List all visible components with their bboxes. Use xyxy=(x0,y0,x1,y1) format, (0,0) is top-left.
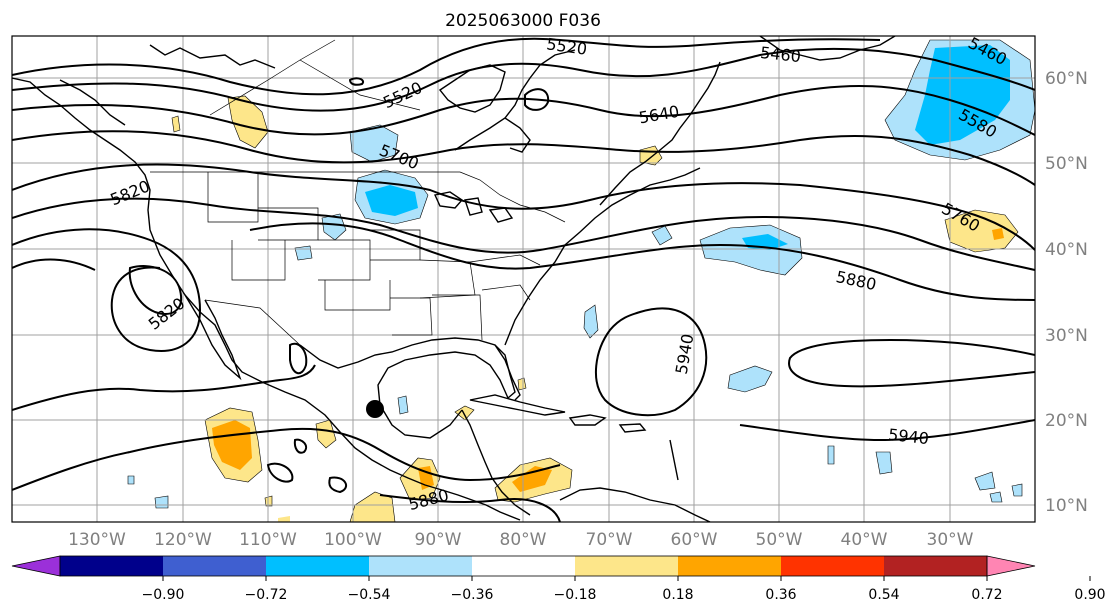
lon-label: 100°W xyxy=(324,530,382,550)
contour-label: 5460 xyxy=(759,43,801,66)
lon-label: 50°W xyxy=(756,530,803,550)
lat-label: 10°N xyxy=(1045,496,1088,516)
colorbar-segment xyxy=(266,556,370,576)
lat-label: 20°N xyxy=(1045,411,1088,431)
colorbar-tick-label: 0.36 xyxy=(765,587,796,603)
height-contours xyxy=(12,37,1035,522)
colorbar-segment xyxy=(781,556,885,576)
colorbar-segment xyxy=(575,556,679,576)
colorbar-segment xyxy=(472,556,576,576)
map-title: 2025063000 F036 xyxy=(445,11,601,31)
colorbar-tick-label: 0.18 xyxy=(662,587,693,603)
colorbar-segment xyxy=(884,556,988,576)
colorbar-tick-label: −0.36 xyxy=(451,587,494,603)
colorbar-tick-label: 0.90 xyxy=(1074,587,1105,603)
colorbar-tick-label: −0.54 xyxy=(348,587,391,603)
colorbar-segment xyxy=(163,556,267,576)
lat-label: 60°N xyxy=(1045,69,1088,89)
colorbar-frame xyxy=(59,555,988,577)
graticule xyxy=(12,36,1035,522)
lat-label: 40°N xyxy=(1045,240,1088,260)
lat-label: 50°N xyxy=(1045,154,1088,174)
latitude-labels: 60°N 50°N 40°N 30°N 20°N 10°N xyxy=(1045,69,1088,516)
colorbar: −0.90 −0.72 −0.54 −0.36 −0.18 0.18 0.36 0.54 0.7… xyxy=(11,555,1105,603)
lat-label: 30°N xyxy=(1045,326,1088,346)
colorbar-extend-high xyxy=(986,555,1036,577)
lon-label: 30°W xyxy=(927,530,974,550)
longitude-labels: 130°W 120°W 110°W 100°W 90°W 80°W 70°W 6… xyxy=(68,530,974,550)
lon-label: 90°W xyxy=(415,530,462,550)
lon-label: 110°W xyxy=(239,530,297,550)
colorbar-tick-label: 0.54 xyxy=(868,587,899,603)
colorbar-segment xyxy=(369,556,473,576)
colorbar-tick-label: −0.18 xyxy=(554,587,597,603)
lon-label: 40°W xyxy=(841,530,888,550)
lon-label: 120°W xyxy=(154,530,212,550)
colorbar-tick-label: 0.72 xyxy=(971,587,1002,603)
black-dot-marker xyxy=(366,400,384,418)
colorbar-tick-label: −0.72 xyxy=(245,587,288,603)
lon-label: 130°W xyxy=(68,530,126,550)
plot-frame xyxy=(11,35,1036,523)
colorbar-tick-label: −0.90 xyxy=(142,587,185,603)
contour-label: 5940 xyxy=(887,425,929,448)
colorbar-segment xyxy=(678,556,782,576)
lon-label: 80°W xyxy=(500,530,547,550)
colorbar-segment xyxy=(60,556,164,576)
colorbar-extend-low xyxy=(11,555,61,577)
lon-label: 60°W xyxy=(671,530,718,550)
lon-label: 70°W xyxy=(586,530,633,550)
